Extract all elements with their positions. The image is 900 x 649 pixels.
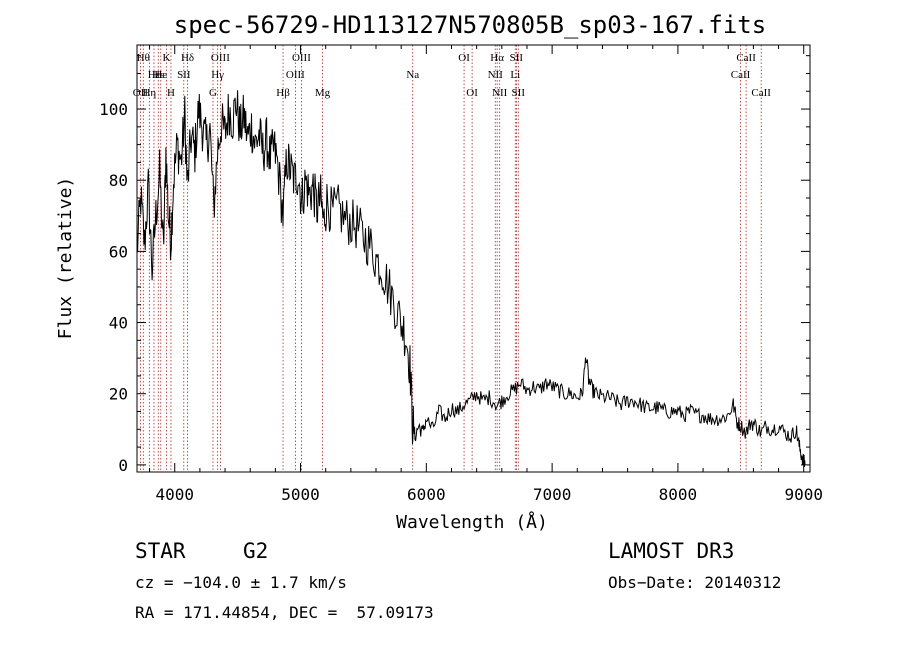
x-tick-label: 8000 — [659, 485, 698, 504]
spectrum-line — [136, 90, 806, 468]
x-tick-label: 9000 — [784, 485, 823, 504]
x-axis-label: Wavelength (Å) — [396, 511, 548, 533]
line-label: Hθ — [137, 52, 150, 64]
line-label: Mg — [315, 87, 331, 99]
y-tick-label: 60 — [109, 242, 128, 261]
chart-title: spec-56729-HD113127N570805B_sp03-167.fit… — [174, 11, 766, 39]
redshift-text: cz = −104.0 ± 1.7 km/s — [135, 573, 347, 592]
y-axis: 0 20 40 60 80 100 — [99, 55, 810, 475]
line-label: Hε — [148, 69, 161, 81]
y-tick-label: 0 — [118, 456, 128, 475]
line-label: SII — [512, 87, 526, 99]
x-tick-label: 6000 — [407, 485, 446, 504]
line-label: Hγ — [211, 69, 224, 81]
line-label: CaII — [736, 52, 756, 64]
line-label: SII — [510, 52, 524, 64]
line-label: Li — [510, 69, 520, 81]
y-tick-label: 100 — [99, 100, 128, 119]
line-label: Hβ — [276, 87, 290, 99]
plot-frame — [136, 44, 811, 473]
line-label: Hη — [142, 87, 156, 99]
line-label: CaII — [731, 69, 751, 81]
line-label: Hα — [490, 52, 504, 64]
line-label: Na — [406, 69, 419, 81]
line-label: H — [167, 87, 175, 99]
line-label: OI — [458, 52, 470, 64]
line-labels: OIIHθHηHεHεHeKHSIIHδGHγOIIIHβOIIIOIIIMgN… — [133, 52, 772, 99]
line-label: NII — [488, 69, 504, 81]
y-axis-label: Flux (relative) — [55, 177, 76, 340]
survey-name: LAMOST DR3 — [608, 539, 735, 563]
line-label: K — [162, 52, 170, 64]
x-tick-label: 7000 — [533, 485, 572, 504]
line-label: He — [154, 69, 167, 81]
y-tick-label: 20 — [109, 385, 128, 404]
x-axis: 4000 5000 6000 7000 8000 9000 — [149, 45, 823, 504]
line-label: SII — [177, 69, 191, 81]
line-label: OIII — [292, 52, 311, 64]
line-label: Hδ — [181, 52, 194, 64]
y-tick-label: 80 — [109, 171, 128, 190]
x-tick-label: 5000 — [281, 485, 320, 504]
coordinates-text: RA = 171.44854, DEC = 57.09173 — [135, 603, 434, 622]
obs-date: Obs−Date: 20140312 — [608, 573, 782, 592]
line-label: OIII — [211, 52, 230, 64]
line-label: Hε — [152, 69, 165, 81]
line-markers — [139, 45, 762, 472]
line-label: G — [209, 87, 217, 99]
x-tick-label: 4000 — [155, 485, 194, 504]
line-label: OI — [466, 87, 478, 99]
y-tick-label: 40 — [109, 314, 128, 333]
object-subclass: G2 — [243, 539, 269, 563]
line-label: CaII — [751, 87, 771, 99]
object-class: STAR — [135, 539, 186, 563]
line-label: OIII — [286, 69, 305, 81]
line-label: NII — [492, 87, 508, 99]
